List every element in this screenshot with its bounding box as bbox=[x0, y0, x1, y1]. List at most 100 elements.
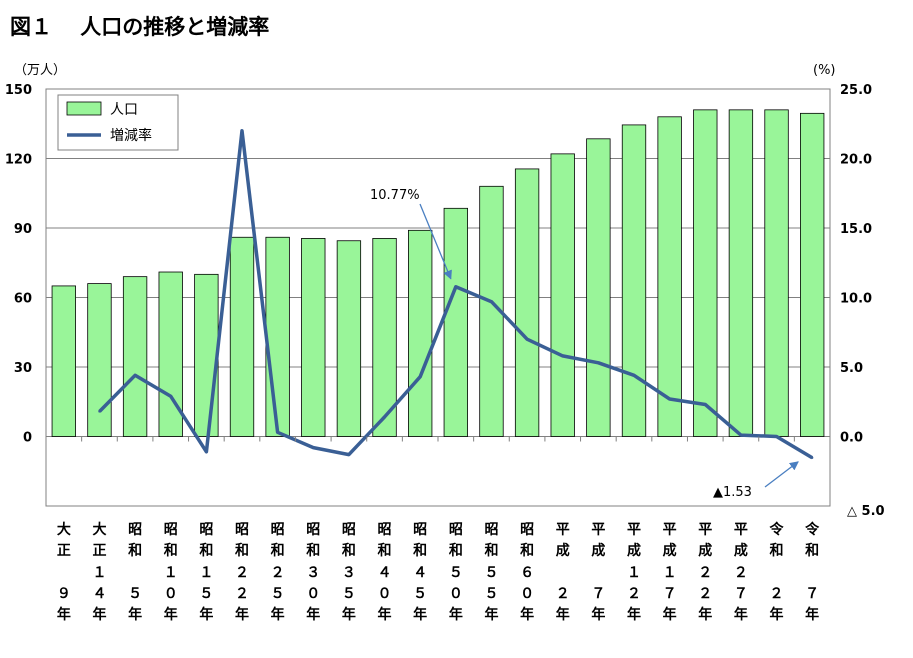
annotation-peak-label: 10.77% bbox=[370, 188, 420, 203]
population-bar bbox=[728, 109, 754, 437]
category-label: 正 bbox=[92, 543, 106, 559]
category-label: 平 bbox=[556, 522, 570, 538]
category-label: 大 bbox=[57, 521, 71, 538]
growth-rate-point bbox=[561, 354, 564, 358]
category-label: ７ bbox=[591, 586, 605, 602]
population-bar bbox=[158, 271, 183, 437]
category-label: ５ bbox=[271, 586, 285, 602]
category-label: 昭 bbox=[378, 522, 392, 538]
category-label: ５ bbox=[449, 565, 463, 581]
category-label: ２ bbox=[235, 565, 249, 581]
annotation-latest-arrow bbox=[764, 461, 799, 488]
population-bar bbox=[408, 229, 433, 437]
growth-rate-point bbox=[276, 431, 279, 434]
category-label: 和 bbox=[306, 543, 320, 559]
category-label: 成 bbox=[698, 542, 712, 559]
category-label: ９ bbox=[57, 586, 71, 602]
category-label: 昭 bbox=[449, 522, 463, 538]
category-label: 和 bbox=[449, 543, 463, 559]
category-label: 年 bbox=[698, 606, 712, 623]
category-label: 年 bbox=[627, 606, 641, 623]
category-label: 年 bbox=[556, 606, 570, 623]
population-bar bbox=[586, 138, 611, 437]
population-bar bbox=[229, 236, 255, 437]
growth-rate-point bbox=[597, 361, 600, 365]
left-tick-label: 120 bbox=[5, 153, 32, 168]
category-label: ０ bbox=[306, 586, 320, 602]
category-label: ２ bbox=[770, 586, 784, 602]
population-bar bbox=[265, 236, 290, 437]
category-label: 令 bbox=[769, 521, 785, 538]
category-label: ３ bbox=[342, 565, 356, 581]
category-label: １ bbox=[164, 565, 178, 581]
category-label: ５ bbox=[128, 586, 142, 602]
category-label: 年 bbox=[449, 606, 463, 623]
right-tick-label: △ 5.0 bbox=[847, 504, 885, 519]
category-label: 和 bbox=[128, 543, 142, 559]
growth-rate-point bbox=[490, 300, 493, 303]
growth-rate-point bbox=[383, 415, 386, 419]
growth-rate-point bbox=[169, 394, 172, 398]
category-label: 年 bbox=[57, 606, 71, 623]
category-label: １ bbox=[663, 565, 677, 581]
category-label: １ bbox=[627, 565, 641, 581]
left-tick-label: 30 bbox=[14, 361, 32, 376]
population-bar bbox=[764, 109, 789, 437]
legend-bar-swatch bbox=[66, 101, 102, 116]
category-label: 和 bbox=[413, 543, 427, 559]
category-label: ５ bbox=[484, 586, 498, 602]
category-label: 和 bbox=[770, 543, 784, 559]
growth-rate-point bbox=[525, 338, 529, 341]
category-label: 和 bbox=[164, 543, 178, 559]
legend-bar-label: 人口 bbox=[110, 102, 138, 118]
category-label: 年 bbox=[805, 606, 819, 623]
category-label: 年 bbox=[235, 606, 249, 623]
category-label: 昭 bbox=[199, 522, 213, 538]
population-bar bbox=[514, 168, 540, 437]
population-bar bbox=[372, 238, 397, 437]
category-label: 和 bbox=[484, 543, 498, 559]
category-label: ５ bbox=[484, 565, 498, 581]
category-label: 年 bbox=[591, 606, 605, 623]
category-label: 年 bbox=[199, 606, 213, 623]
category-label: 和 bbox=[805, 543, 819, 559]
category-label: 平 bbox=[698, 522, 712, 538]
chart-title: 図１ 人口の推移と増減率 bbox=[10, 15, 269, 39]
population-bar bbox=[443, 207, 468, 437]
category-label: ５ bbox=[342, 586, 356, 602]
category-label: ２ bbox=[627, 586, 641, 602]
category-label: 年 bbox=[770, 606, 784, 623]
category-label: 和 bbox=[235, 543, 249, 559]
category-label: 年 bbox=[306, 606, 320, 623]
category-label: 令 bbox=[804, 521, 820, 538]
population-bar bbox=[87, 283, 112, 437]
category-label: 年 bbox=[128, 606, 142, 623]
category-label: ０ bbox=[520, 586, 534, 602]
right-tick-label: 0.0 bbox=[840, 431, 863, 446]
category-label: 年 bbox=[164, 606, 178, 623]
category-label: 昭 bbox=[306, 522, 320, 538]
category-label: 和 bbox=[342, 543, 356, 559]
annotation-latest-label: ▲1.53 bbox=[713, 485, 752, 500]
population-bar bbox=[51, 285, 76, 437]
left-tick-label: 150 bbox=[5, 83, 32, 98]
growth-rate-point bbox=[418, 375, 422, 378]
category-label: 年 bbox=[92, 606, 106, 623]
population-bar bbox=[800, 112, 825, 437]
population-bar bbox=[550, 153, 575, 437]
right-tick-label: 20.0 bbox=[840, 153, 872, 168]
category-label: ０ bbox=[164, 586, 178, 602]
category-label: 和 bbox=[271, 543, 285, 559]
category-label: 平 bbox=[627, 522, 641, 538]
category-label: 昭 bbox=[520, 522, 534, 538]
category-label: ０ bbox=[378, 586, 392, 602]
growth-rate-point bbox=[347, 453, 351, 456]
category-label: ７ bbox=[663, 586, 677, 602]
category-label: 成 bbox=[734, 542, 748, 559]
category-label: 年 bbox=[413, 606, 427, 623]
growth-rate-point bbox=[632, 374, 636, 377]
category-label: ２ bbox=[271, 565, 285, 581]
growth-rate-point bbox=[133, 374, 137, 377]
population-bar bbox=[194, 273, 219, 437]
category-label: ３ bbox=[306, 565, 320, 581]
